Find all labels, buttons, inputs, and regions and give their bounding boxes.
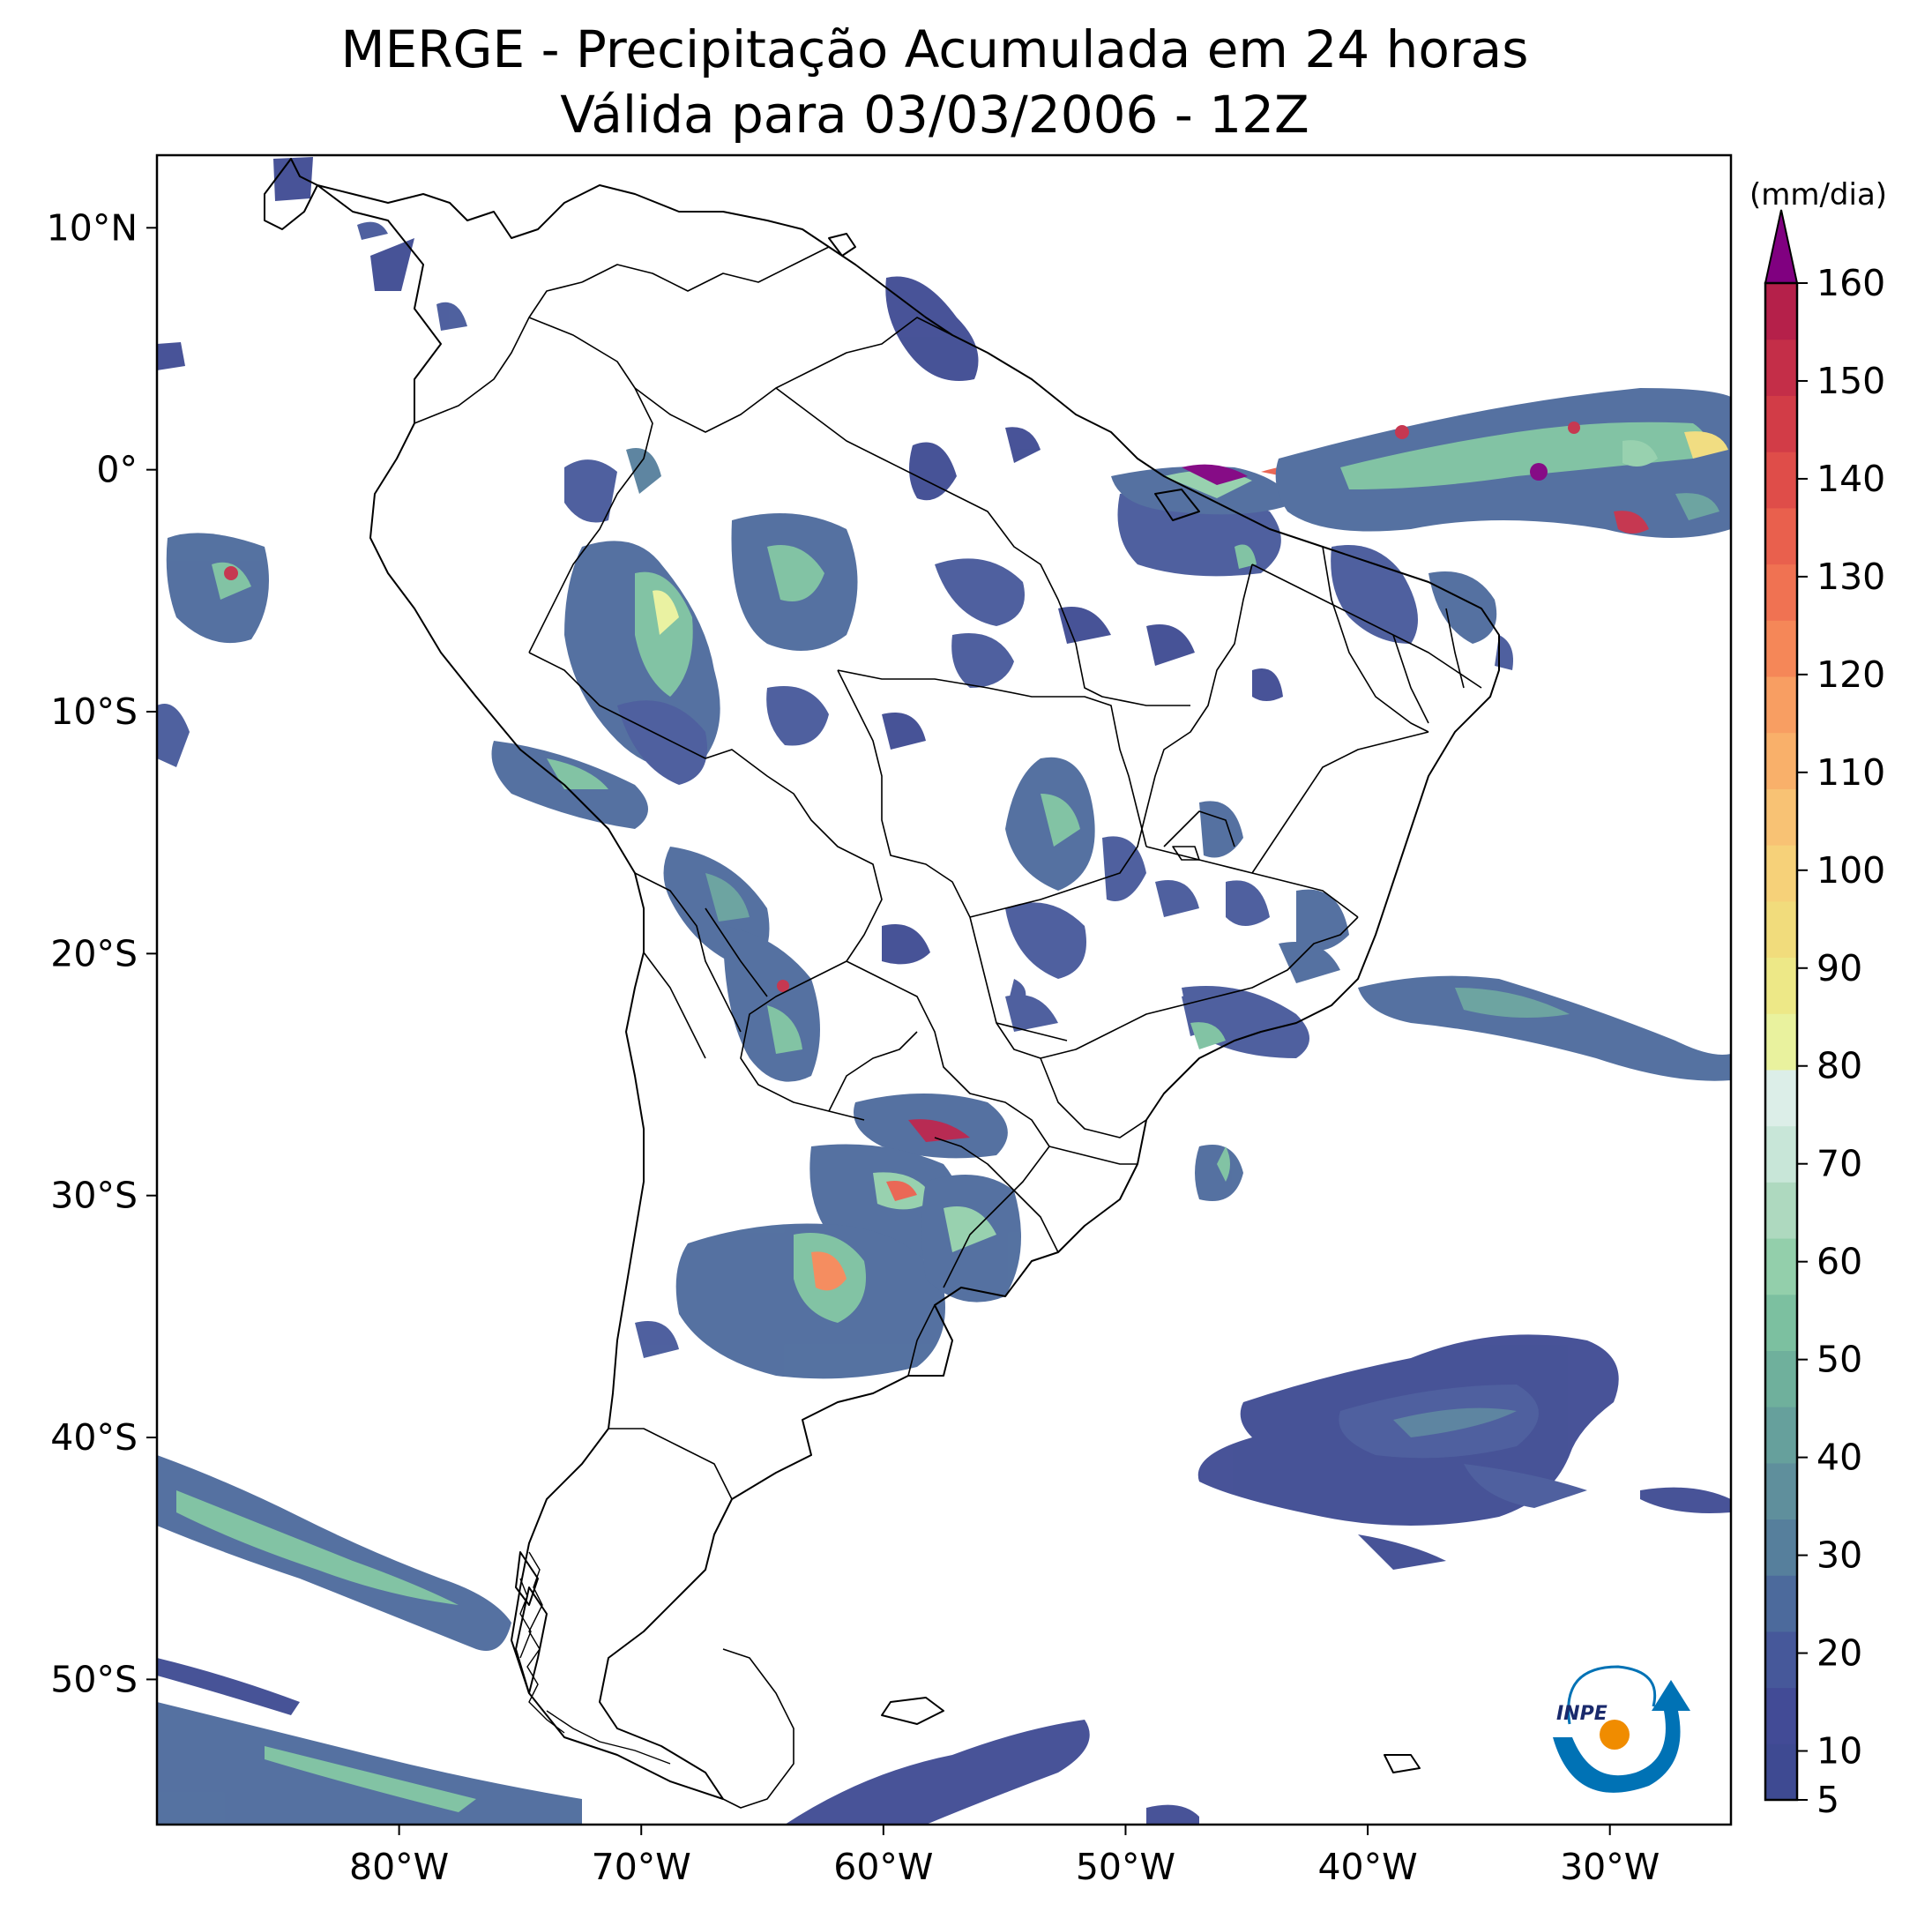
colorbar-segment bbox=[1765, 564, 1797, 621]
colorbar-segment bbox=[1765, 732, 1797, 789]
lat-tick-label: 10°N bbox=[47, 206, 138, 249]
south-america-coastline bbox=[317, 184, 1500, 1800]
colorbar-segment bbox=[1765, 452, 1797, 509]
country-borders bbox=[414, 246, 1482, 1809]
colorbar-tick-label: 5 bbox=[1816, 1779, 1839, 1821]
inpe-logo-sun bbox=[1600, 1720, 1630, 1750]
colorbar-tick-label: 90 bbox=[1816, 947, 1862, 989]
colorbar-segment bbox=[1765, 395, 1797, 452]
lat-tick-label: 10°S bbox=[50, 690, 138, 733]
chile-fjords bbox=[519, 1551, 671, 1765]
colorbar-segment bbox=[1765, 1294, 1797, 1351]
colorbar-segment bbox=[1765, 1350, 1797, 1407]
colorbar-tick-label: 70 bbox=[1816, 1143, 1862, 1185]
colorbar-segment bbox=[1765, 620, 1797, 677]
colorbar-segment bbox=[1765, 1575, 1797, 1632]
colorbar-tick-label: 140 bbox=[1816, 458, 1885, 500]
colorbar-segment bbox=[1765, 1069, 1797, 1127]
lon-tick-label: 70°W bbox=[592, 1846, 691, 1888]
colorbar-segment bbox=[1765, 1013, 1797, 1071]
lon-tick-label: 30°W bbox=[1560, 1846, 1660, 1888]
colorbar-tick-label: 10 bbox=[1816, 1730, 1862, 1773]
inpe-logo-swoosh bbox=[1553, 1680, 1690, 1793]
colorbar-segment bbox=[1765, 900, 1797, 959]
lon-tick-label: 40°W bbox=[1317, 1846, 1417, 1888]
colorbar-tick-label: 80 bbox=[1816, 1045, 1862, 1087]
colorbar-extend-arrow bbox=[1764, 209, 1799, 284]
colorbar-segment bbox=[1765, 1462, 1797, 1520]
map-frame bbox=[155, 153, 1733, 1826]
lat-tick-label: 30°S bbox=[50, 1175, 138, 1217]
colorbar-segment bbox=[1765, 1237, 1797, 1295]
colorbar-segment bbox=[1765, 1182, 1797, 1239]
lon-tick-label: 50°W bbox=[1076, 1846, 1175, 1888]
title-line-2: Válida para 03/03/2006 - 12Z bbox=[560, 85, 1309, 145]
lat-tick-label: 0° bbox=[96, 449, 138, 491]
lon-tick-label: 60°W bbox=[833, 1846, 933, 1888]
colorbar-tick-label: 60 bbox=[1816, 1241, 1862, 1283]
colorbar-tick-label: 20 bbox=[1816, 1632, 1862, 1675]
latitude-axis: 10°N 0° 10°S 20°S 30°S 40°S 50°S bbox=[47, 206, 157, 1700]
colorbar-segment bbox=[1765, 845, 1797, 902]
lat-tick-label: 50°S bbox=[50, 1658, 138, 1700]
inpe-logo-orbit bbox=[1567, 1665, 1657, 1725]
colorbar-unit-label: (mm/dia) bbox=[1749, 177, 1887, 213]
longitude-axis: 80°W 70°W 60°W 50°W 40°W 30°W bbox=[349, 1825, 1660, 1888]
colorbar-tick-label: 40 bbox=[1816, 1437, 1862, 1479]
inpe-logo: INPE bbox=[1553, 1665, 1690, 1793]
colorbar-segment bbox=[1765, 788, 1797, 846]
colorbar-segment bbox=[1765, 1407, 1797, 1464]
colorbar-ticks: 5 10 20 30 40 50 60 70 80 90 100 110 120 130 140 150 160 bbox=[1797, 262, 1885, 1821]
colorbar-segment bbox=[1765, 1519, 1797, 1576]
colorbar-tick-label: 150 bbox=[1816, 360, 1885, 402]
inpe-logo-text: INPE bbox=[1556, 1703, 1608, 1725]
colorbar: (mm/dia) 5 10 20 30 40 50 60 70 80 90 100 110 120 130… bbox=[1749, 177, 1887, 1821]
colorbar-tick-label: 120 bbox=[1816, 653, 1885, 696]
lat-tick-label: 40°S bbox=[50, 1416, 138, 1459]
colorbar-segment bbox=[1765, 1687, 1797, 1744]
coastlines bbox=[264, 158, 1500, 1800]
colorbar-segment bbox=[1765, 283, 1797, 340]
colorbar-segment bbox=[1765, 1125, 1797, 1183]
colorbar-segment bbox=[1765, 957, 1797, 1014]
map-plot-area bbox=[157, 155, 1731, 1825]
colorbar-segment bbox=[1765, 339, 1797, 397]
lat-tick-label: 20°S bbox=[50, 932, 138, 974]
colorbar-frame bbox=[1764, 281, 1799, 1802]
colorbar-segment bbox=[1765, 507, 1797, 565]
colorbar-tick-label: 100 bbox=[1816, 849, 1885, 892]
colorbar-tick-label: 50 bbox=[1816, 1339, 1862, 1381]
precipitation-field bbox=[157, 157, 1731, 1825]
colorbar-segment bbox=[1765, 1631, 1797, 1689]
colorbar-tick-label: 30 bbox=[1816, 1534, 1862, 1577]
colorbar-tick-label: 110 bbox=[1816, 751, 1885, 794]
colorbar-tick-label: 160 bbox=[1816, 262, 1885, 304]
title-line-1: MERGE - Precipitação Acumulada em 24 hor… bbox=[341, 19, 1529, 79]
colorbar-segment bbox=[1765, 1743, 1797, 1801]
lon-tick-label: 80°W bbox=[349, 1846, 449, 1888]
colorbar-segments bbox=[1765, 283, 1797, 1801]
colorbar-tick-label: 130 bbox=[1816, 556, 1885, 598]
colorbar-segment bbox=[1765, 676, 1797, 734]
